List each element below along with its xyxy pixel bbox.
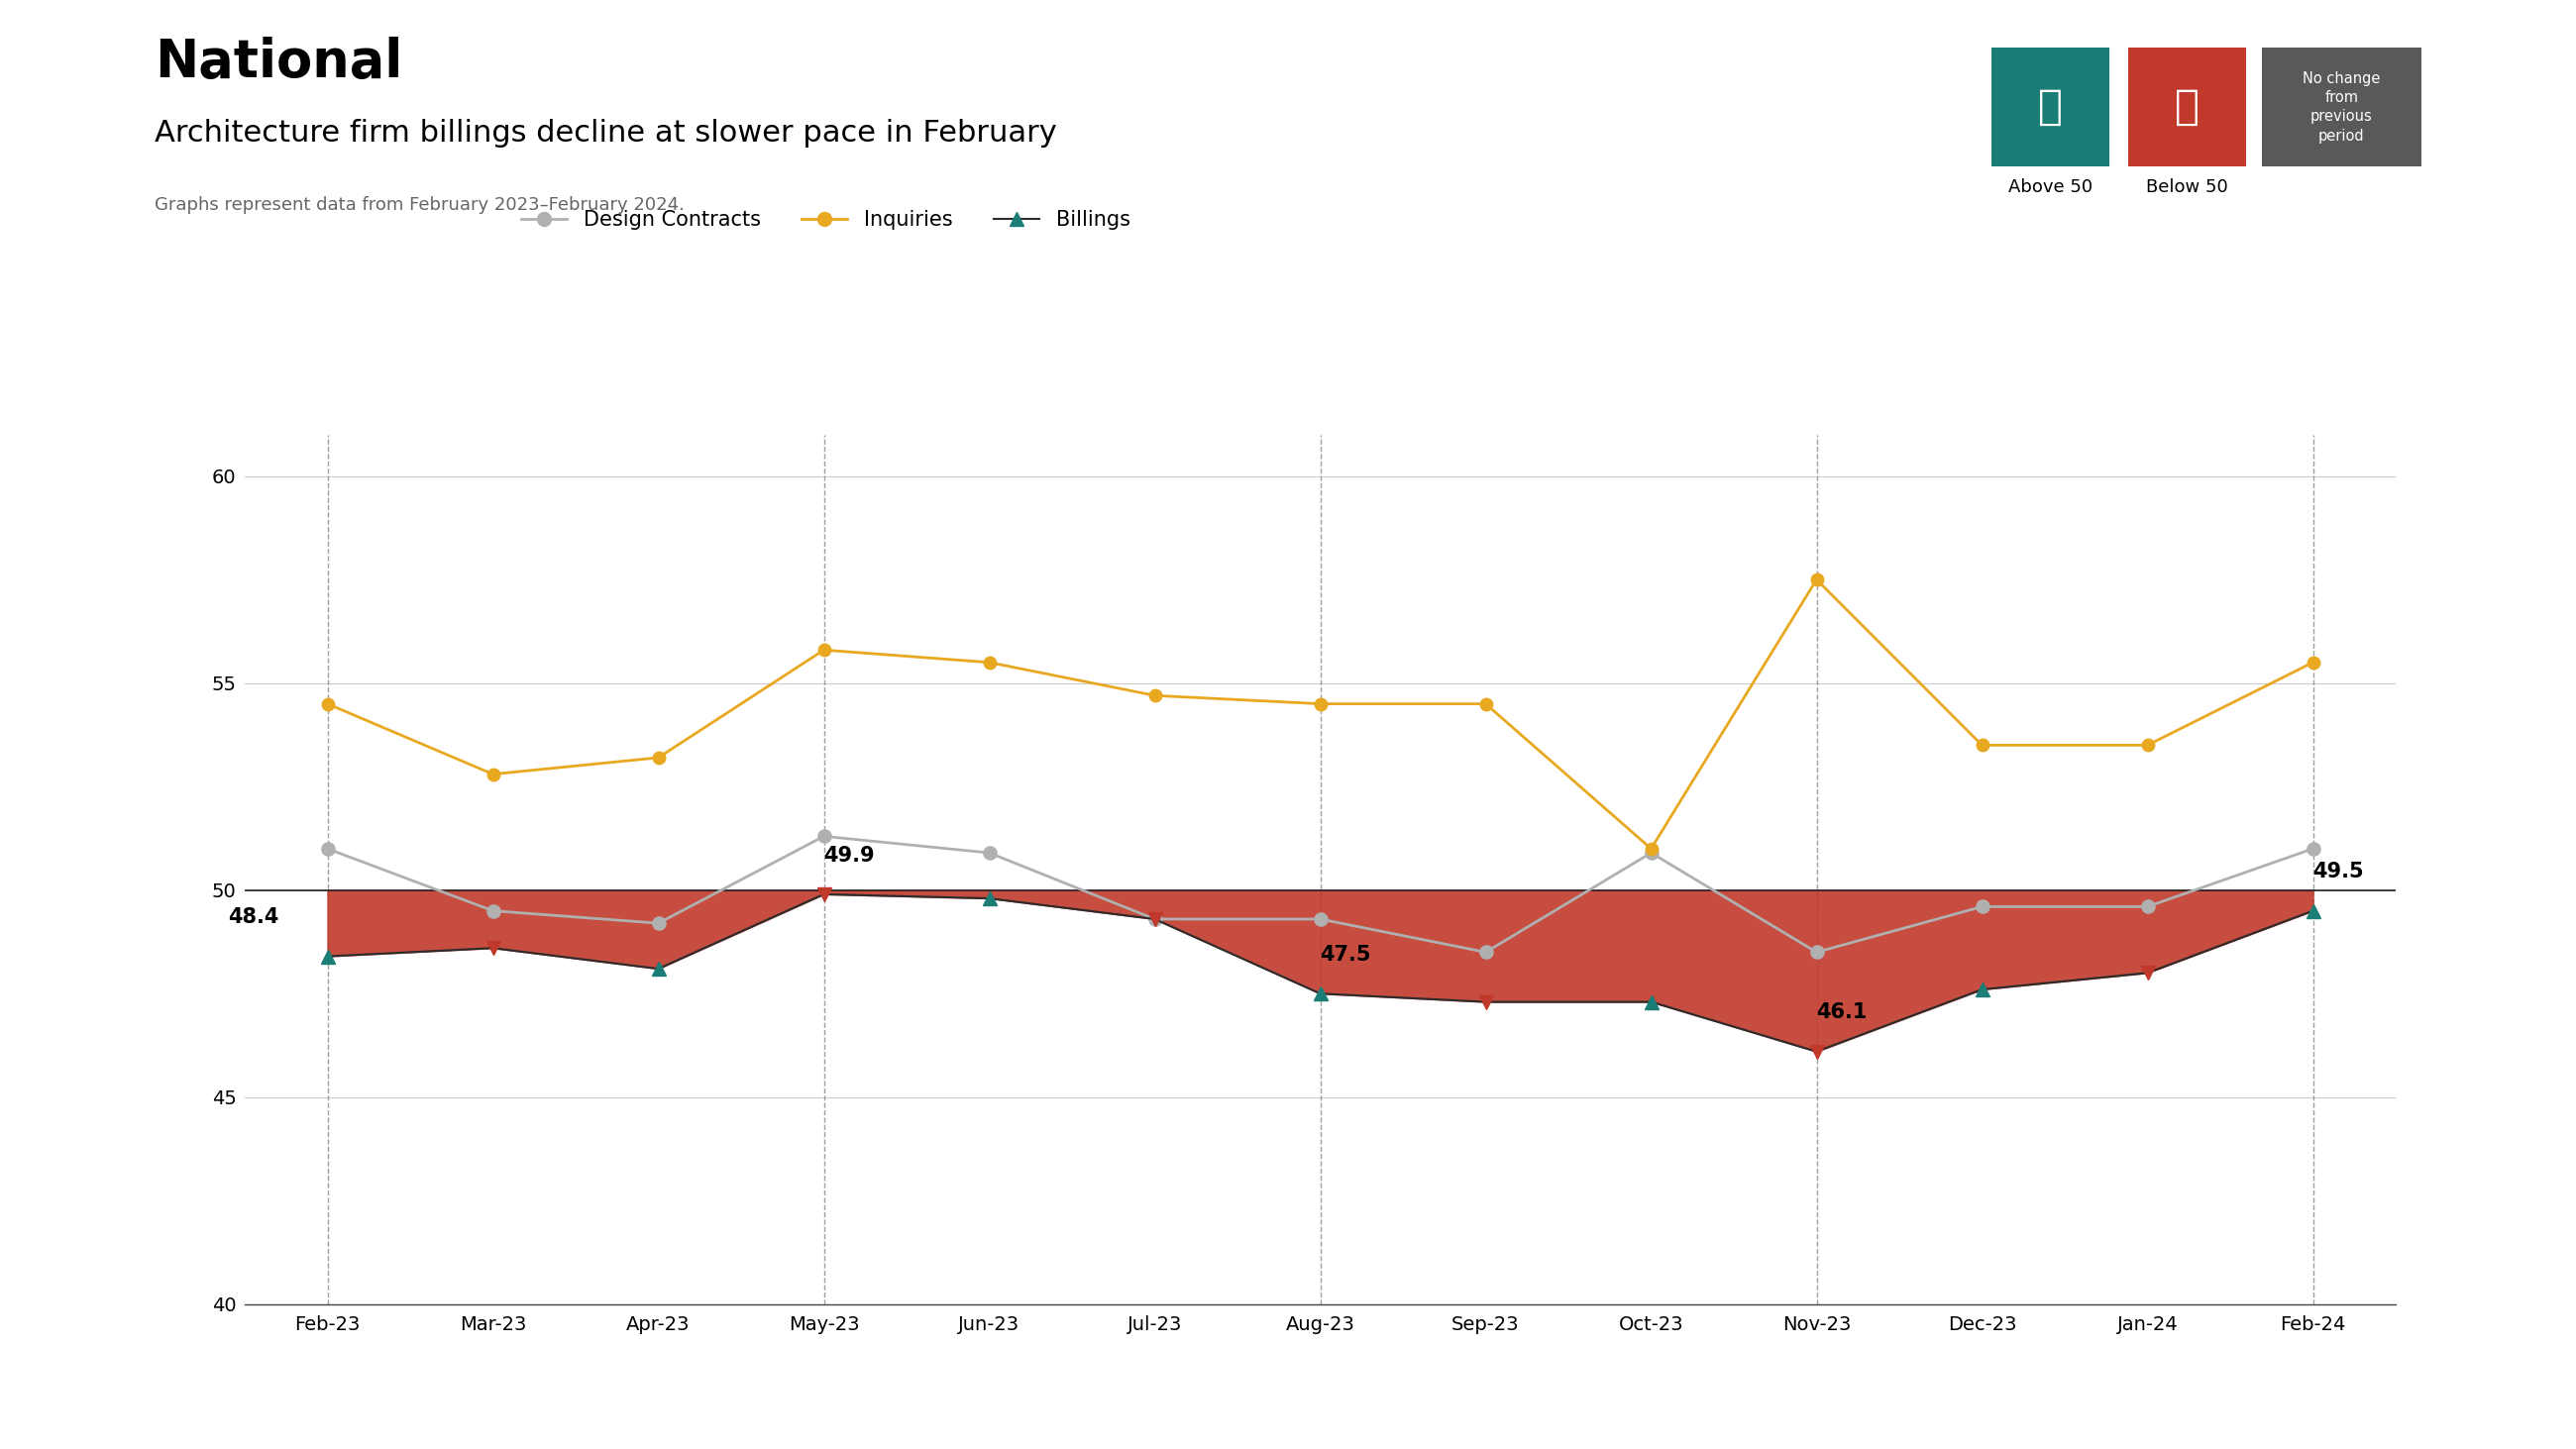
Text: 👎: 👎 — [2174, 87, 2200, 128]
Text: 47.5: 47.5 — [1319, 945, 1370, 965]
Text: Graphs represent data from February 2023–February 2024.: Graphs represent data from February 2023… — [155, 196, 685, 213]
Text: 46.1: 46.1 — [1816, 1003, 1868, 1023]
Text: 👍: 👍 — [2038, 87, 2063, 128]
Text: Architecture firm billings decline at slower pace in February: Architecture firm billings decline at sl… — [155, 119, 1056, 148]
Text: Above 50: Above 50 — [2009, 178, 2092, 196]
Text: 49.9: 49.9 — [824, 845, 873, 865]
Text: 48.4: 48.4 — [227, 907, 278, 927]
Text: National: National — [155, 36, 402, 88]
Text: No change
from
previous
period: No change from previous period — [2303, 71, 2380, 143]
Legend: Design Contracts, Inquiries, Billings: Design Contracts, Inquiries, Billings — [513, 201, 1139, 238]
Text: Below 50: Below 50 — [2146, 178, 2228, 196]
Text: 49.5: 49.5 — [2313, 862, 2362, 882]
